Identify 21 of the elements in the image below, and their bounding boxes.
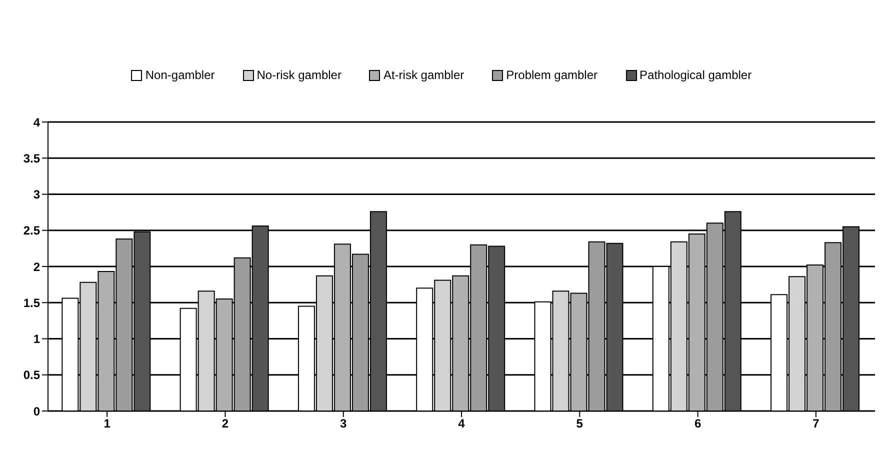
x-tick-label: 6 — [694, 416, 702, 431]
y-tick-label: 3 — [33, 188, 40, 202]
y-tick-label: 3.5 — [23, 151, 40, 166]
y-tick-label: 2.5 — [23, 224, 40, 238]
legend-label: Problem gambler — [506, 68, 598, 82]
y-tick-label: 1.5 — [23, 296, 40, 310]
x-tick-label: 4 — [458, 416, 466, 431]
legend-label: Pathological gambler — [640, 68, 752, 82]
x-tick-label: 1 — [104, 416, 111, 431]
x-tick-label: 7 — [812, 416, 820, 431]
legend-label: Non-gambler — [145, 68, 215, 82]
y-tick-label: 1 — [33, 332, 40, 346]
x-tick-label: 3 — [340, 416, 348, 431]
y-tick-label: 0 — [33, 404, 40, 418]
y-tick-label: 2 — [33, 260, 40, 274]
legend-label: No-risk gambler — [256, 68, 342, 82]
x-tick-label: 5 — [576, 416, 584, 431]
y-tick-label: 4 — [33, 115, 40, 130]
y-tick-label: 0.5 — [23, 368, 40, 382]
legend-label: At-risk gambler — [383, 68, 464, 82]
x-tick-label: 2 — [222, 416, 229, 431]
